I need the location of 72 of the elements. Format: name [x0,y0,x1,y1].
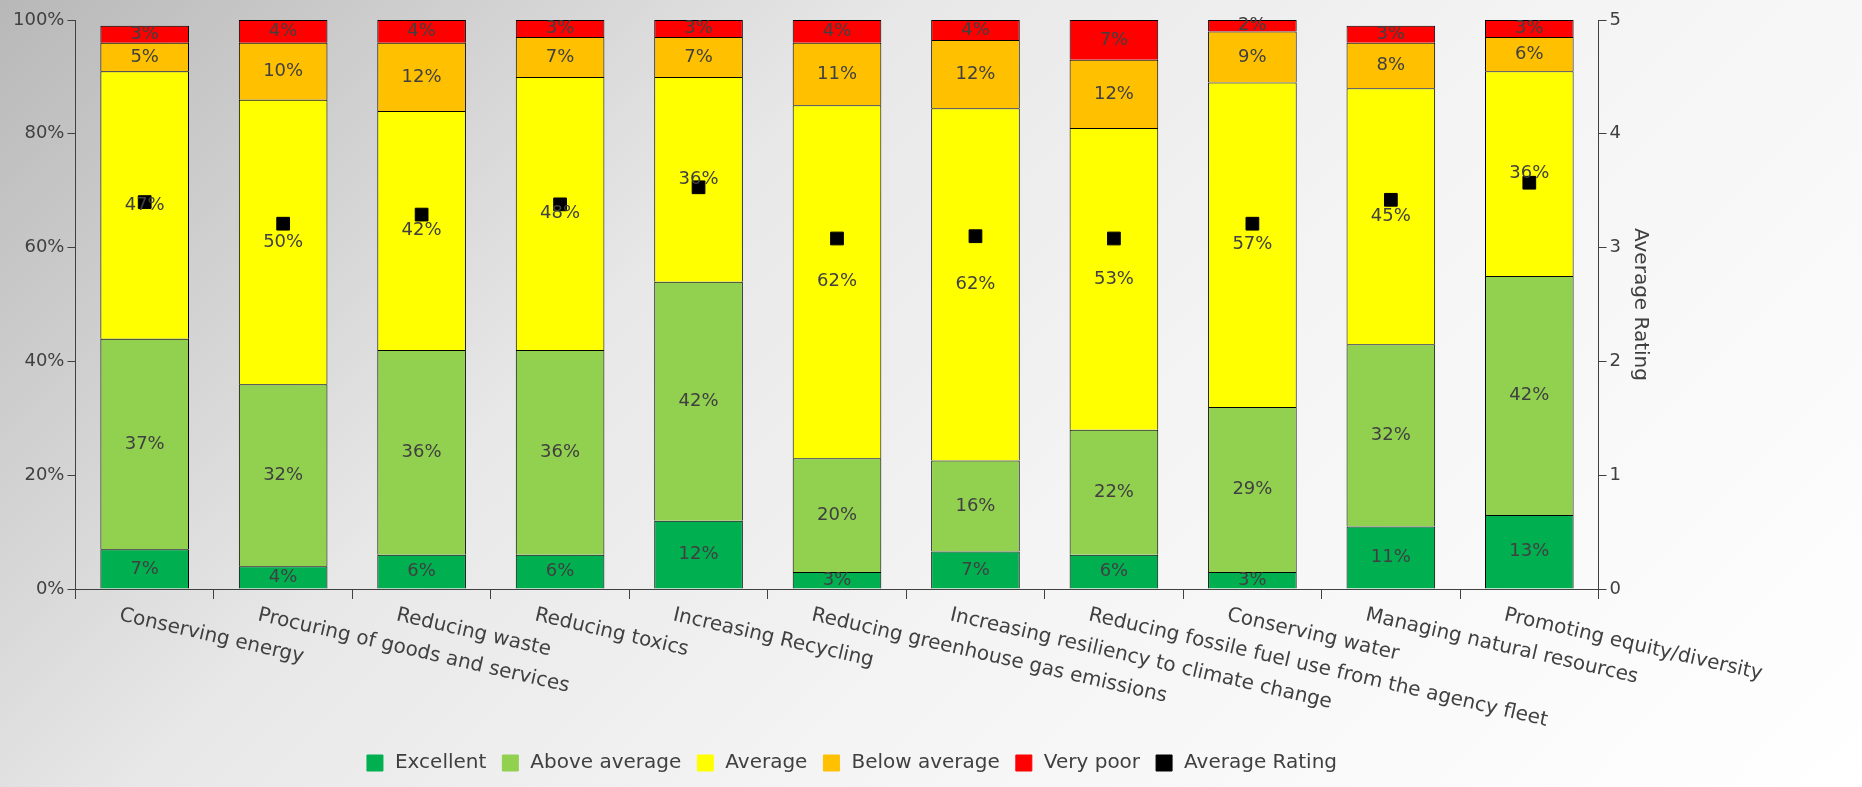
data-label: 6% [407,559,436,581]
data-label: 13% [1509,539,1550,561]
data-label: 53% [1093,266,1134,288]
data-label: 3% [684,16,713,38]
data-label: 4% [961,17,990,39]
data-label: 37% [124,431,165,453]
data-label: 45% [1370,203,1411,225]
data-label: 50% [263,229,304,251]
data-label: 12% [955,61,996,83]
data-label: 4% [268,19,298,41]
data-label: 42% [1509,383,1550,405]
data-label: 36% [678,166,719,188]
y-tick-label: 80% [24,121,65,143]
data-label: 7% [130,556,159,578]
data-label: 4% [407,19,436,41]
legend-label: Very poor [1043,749,1141,774]
data-label: 9% [1238,44,1267,66]
data-label: 48% [540,201,581,223]
data-label: 62% [817,269,858,291]
data-label: 12% [401,64,442,86]
data-label: 32% [1370,423,1411,445]
data-label: 20% [817,502,858,524]
data-label: 7% [684,44,713,66]
data-label: 12% [678,542,719,564]
data-label: 7% [961,557,990,579]
y-tick-label: 60% [24,235,65,257]
data-label: 11% [1370,545,1411,567]
y2-tick-label: 1 [1609,462,1621,484]
data-label: 36% [1509,161,1550,183]
data-label: 36% [540,440,581,462]
data-label: 42% [401,218,442,240]
legend-label: Average [725,749,808,774]
data-label: 3% [1515,16,1544,38]
legend-label: Below average [851,749,1000,774]
data-label: 16% [955,493,996,515]
data-label: 36% [401,440,442,462]
data-label: 42% [678,388,719,410]
data-label: 7% [545,44,575,66]
data-label: 32% [263,462,304,484]
data-label: 4% [268,565,298,587]
data-label: 3% [1376,21,1406,43]
legend-label: Above average [530,749,682,774]
data-label: 12% [1093,81,1134,103]
data-label: 62% [955,271,996,293]
data-label: 6% [1515,41,1544,63]
y-tick-label: 20% [24,462,65,484]
data-label: 3% [130,21,159,43]
data-label: 4% [822,19,852,41]
y-tick-label: 100% [12,7,65,29]
data-label: 29% [1232,477,1273,499]
data-label: 7% [1099,27,1129,49]
data-label: 5% [130,44,159,66]
data-label: 3% [822,567,852,589]
data-label: 3% [545,16,575,38]
y-tick-label: 40% [24,349,65,371]
y2-tick-label: 3 [1609,235,1621,257]
data-label: 8% [1376,53,1406,75]
data-label: 3% [1238,567,1267,589]
data-label: 22% [1093,479,1134,501]
y2-tick-label: 4 [1609,121,1621,143]
data-label: 11% [817,61,858,83]
legend-label: Excellent [394,749,487,774]
legend-label: Average Rating [1184,749,1338,774]
data-label: 6% [1099,559,1129,581]
data-label: 6% [545,559,575,581]
y2-tick-label: 2 [1609,349,1621,371]
data-label: 57% [1232,232,1273,254]
y2-tick-label: 5 [1609,7,1621,29]
y2-axis-title: Average Rating [1629,228,1654,381]
y-tick-label: 0% [35,576,65,598]
data-label: 10% [263,58,304,80]
y2-tick-label: 0 [1609,576,1621,598]
